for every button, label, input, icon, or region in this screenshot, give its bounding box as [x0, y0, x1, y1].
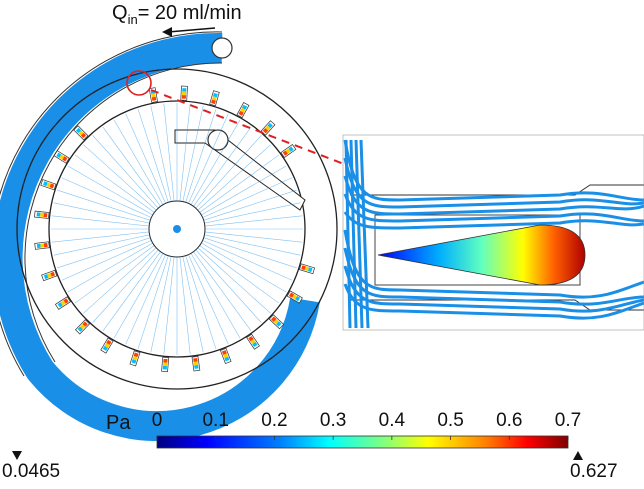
colorbar-unit: Pa [106, 412, 131, 434]
trap [161, 356, 170, 373]
trap [54, 296, 71, 310]
zoomed-trap [343, 135, 644, 330]
trap [246, 333, 260, 350]
trap [180, 85, 188, 101]
spiral-device [0, 31, 338, 442]
trap [299, 263, 316, 275]
spiral-channel [0, 32, 320, 442]
radial-streamlines [51, 103, 303, 355]
trap [53, 150, 70, 164]
zoom-streamlines [343, 139, 644, 329]
colorbar-gradient [156, 435, 569, 449]
outer-chamber [16, 68, 338, 390]
trap [75, 319, 91, 335]
flow-rate-label: Qin= 20 ml/min [112, 2, 242, 27]
colorbar-tick-label: 0.2 [261, 410, 288, 431]
flow-subscript: in [127, 12, 138, 27]
outlet-port [207, 129, 229, 151]
colorbar-min-value: 0.0465 [2, 461, 61, 482]
flow-direction-arrow [167, 27, 216, 33]
highlight-circle [126, 70, 152, 96]
colorbar-tick-label: 0.3 [319, 410, 347, 431]
min-marker [12, 451, 22, 460]
trap [280, 144, 297, 158]
trap-array [34, 85, 316, 373]
trap [286, 290, 303, 304]
flow-symbol: Q [112, 2, 128, 24]
max-marker [573, 451, 583, 460]
trap [191, 355, 201, 372]
colorbar-tick-label: 0.6 [496, 410, 523, 431]
trap [236, 101, 250, 119]
trap [73, 125, 89, 141]
colorbar [12, 435, 583, 460]
flow-value: = 20 ml/min [137, 2, 242, 24]
trap [40, 179, 57, 191]
colorbar-tick-label: 0.7 [554, 410, 582, 431]
trap-stress-map [377, 224, 586, 286]
colorbar-tick-label: 0.4 [378, 410, 406, 431]
colorbar-tick-label: 0.5 [437, 410, 464, 431]
trap [260, 120, 276, 136]
trap [129, 350, 141, 367]
callout-arrow [150, 89, 496, 223]
trap [219, 347, 232, 365]
trap [41, 269, 58, 282]
trap [209, 90, 220, 107]
trap [34, 210, 50, 219]
inlet-port [211, 37, 233, 59]
trap [268, 314, 285, 330]
trap [100, 337, 114, 354]
colorbar-max-value: 0.627 [570, 461, 618, 482]
trap [34, 241, 50, 250]
colorbar-tick-label: 0 [151, 410, 163, 431]
colorbar-tick-label: 0.1 [202, 410, 229, 431]
